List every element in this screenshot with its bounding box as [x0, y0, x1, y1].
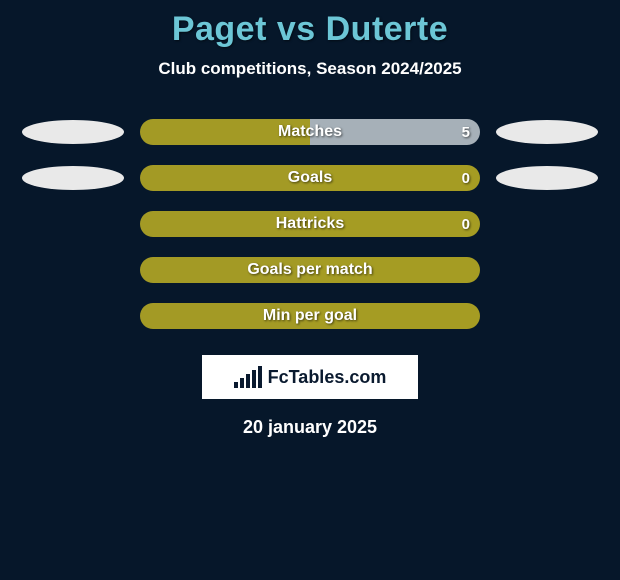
stat-row-min-per-goal: Min per goal	[0, 293, 620, 339]
stat-value: 0	[462, 216, 470, 233]
stat-rows: Matches 5 Goals 0	[0, 109, 620, 339]
avatar-placeholder-right	[496, 166, 598, 190]
left-slot	[18, 301, 128, 331]
stat-bar: Min per goal	[140, 303, 480, 329]
right-slot	[492, 301, 602, 331]
left-slot	[18, 255, 128, 285]
stat-bar: Matches 5	[140, 119, 480, 145]
right-slot	[492, 209, 602, 239]
stat-label: Goals	[140, 169, 480, 187]
stat-bar: Goals per match	[140, 257, 480, 283]
stat-value: 5	[462, 124, 470, 141]
page-subtitle: Club competitions, Season 2024/2025	[0, 59, 620, 79]
stat-label: Goals per match	[140, 261, 480, 279]
stat-row-goals-per-match: Goals per match	[0, 247, 620, 293]
avatar-placeholder-left	[22, 120, 124, 144]
page-title: Paget vs Duterte	[0, 0, 620, 49]
left-slot	[18, 209, 128, 239]
left-slot	[18, 163, 128, 193]
brand-bars-icon	[234, 366, 262, 388]
stat-bar: Hattricks 0	[140, 211, 480, 237]
stat-label: Hattricks	[140, 215, 480, 233]
stats-card: Paget vs Duterte Club competitions, Seas…	[0, 0, 620, 580]
avatar-placeholder-right	[496, 120, 598, 144]
right-slot	[492, 117, 602, 147]
stat-label: Min per goal	[140, 307, 480, 325]
stat-label: Matches	[140, 123, 480, 141]
stat-row-goals: Goals 0	[0, 155, 620, 201]
brand-text: FcTables.com	[268, 367, 387, 388]
stat-value: 0	[462, 170, 470, 187]
brand-box: FcTables.com	[202, 355, 418, 399]
stat-bar: Goals 0	[140, 165, 480, 191]
avatar-placeholder-left	[22, 166, 124, 190]
stat-row-hattricks: Hattricks 0	[0, 201, 620, 247]
stat-row-matches: Matches 5	[0, 109, 620, 155]
left-slot	[18, 117, 128, 147]
right-slot	[492, 255, 602, 285]
footer-date: 20 january 2025	[0, 417, 620, 438]
right-slot	[492, 163, 602, 193]
